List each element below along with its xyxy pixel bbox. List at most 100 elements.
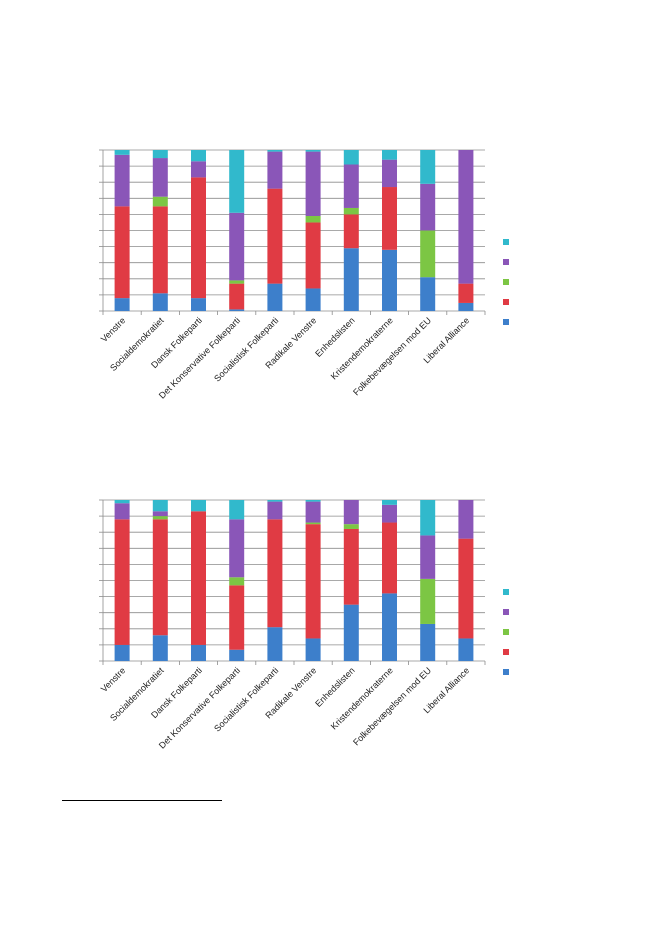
bar-segment [305,522,321,525]
bar-segment [382,249,397,311]
legend-swatch [503,239,509,245]
bar-segment [229,577,245,586]
bar-segment [191,298,206,311]
bar-segment [343,248,359,311]
stacked-bar-chart-1: Venstre Socialdemokratiet Dansk Folkeparti… [0,120,660,440]
bar-segment [343,524,359,529]
bar-segment [191,150,206,162]
bar-segment [229,500,245,520]
bar-segment [458,150,474,284]
bar-segment [152,150,168,159]
bar-segment [305,151,321,217]
stacked-bar-chart-2: Venstre Socialdemokratiet Dansk Folkeparti… [0,470,660,790]
bar-segment [152,519,168,636]
bar-segment [267,150,283,152]
legend-swatch [503,279,509,285]
bar-segment [458,538,474,639]
bar-segment [114,500,130,504]
bar-segment [382,150,397,160]
bar-segment [343,528,359,605]
bar-segment [191,177,206,299]
bar-segment [152,293,168,311]
legend-swatch [503,649,509,655]
bar-segment [305,216,321,223]
bar-segment [152,158,168,197]
bar-segment [343,207,359,215]
bar-segment [114,154,130,207]
bar-segment [420,623,436,661]
category-label: Socialistisk Folkeparti [212,315,280,383]
bar-segment [229,309,245,311]
bar-segment [458,302,474,311]
bar-segment [267,188,283,284]
bar-segment [420,578,436,624]
bar-segment [229,649,245,661]
legend-swatch [503,299,509,305]
bar-segment [229,280,245,284]
bar-segment [191,500,206,512]
bar-segment [382,187,397,250]
bar-segment [267,519,283,628]
bar-segment [114,298,130,311]
bar-segment [382,522,397,594]
bar-segment [267,500,283,502]
bar-segment [420,183,436,231]
bar-segment [229,283,245,310]
bar-segment [114,206,130,299]
bar-segment [114,519,130,645]
bar-segment [114,503,130,520]
bar-segment [191,511,206,645]
category-label: Folkebevægelsen mod EU [351,665,433,747]
bar-segment [458,283,474,303]
category-label: Socialistisk Folkeparti [212,665,280,733]
bar-segment [305,222,321,289]
bar-segment [152,516,168,520]
bar-segment [305,501,321,523]
bar-segment [420,150,436,184]
bar-segment [343,150,359,165]
bar-segment [152,196,168,207]
bar-segment [152,500,168,512]
bar-segment [458,638,474,661]
bar-segment [343,604,359,661]
bar-segment [382,504,397,523]
bar-segment [267,283,283,311]
legend-swatch [503,589,509,595]
bar-segment [343,164,359,208]
category-label: Folkebevægelsen mod EU [351,315,433,397]
bar-segment [152,635,168,661]
bar-segment [267,627,283,661]
bar-segment [420,500,436,536]
bar-segment [305,638,321,661]
bar-segment [114,644,130,661]
bar-segment [229,585,245,650]
bar-segment [458,500,474,539]
legend-swatch [503,609,509,615]
bar-segment [305,150,321,152]
bar-segment [305,524,321,639]
bar-segment [382,593,397,661]
bar-segment [152,206,168,294]
bar-segment [420,535,436,579]
bar-segment [191,644,206,661]
legend-swatch [503,259,509,265]
footnote-separator [62,800,222,801]
bar-segment [343,214,359,249]
bar-segment [152,511,168,517]
bar-segment [420,277,436,311]
bar-segment [382,159,397,188]
bar-segment [229,519,245,578]
bar-segment [343,500,359,525]
bar-segment [114,150,130,155]
category-label: Venstre [99,665,128,694]
bar-segment [267,501,283,520]
bar-segment [267,151,283,189]
category-label: Venstre [99,315,128,344]
bar-segment [191,161,206,178]
bar-segment [305,288,321,311]
bar-segment [229,150,245,213]
bar-segment [382,500,397,505]
legend-swatch [503,319,509,325]
